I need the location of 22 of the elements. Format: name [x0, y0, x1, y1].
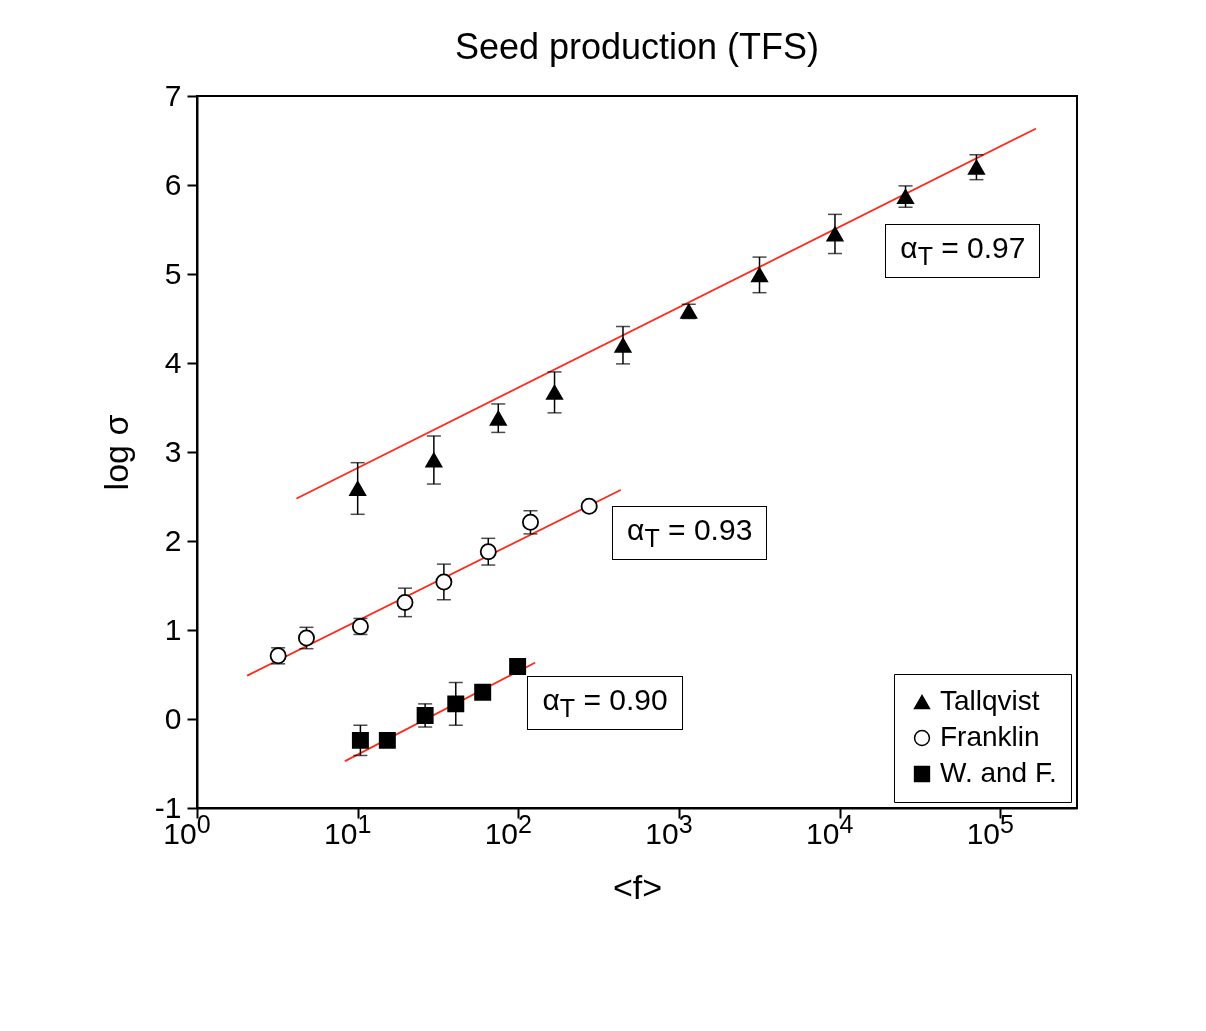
- y-tick-label: 4: [164, 345, 182, 379]
- annotation: α$_{T}$ = 0.90: [527, 675, 683, 730]
- x-tick-label: 10$^{1}$: [324, 810, 372, 851]
- legend-label: Franklin: [940, 721, 1040, 752]
- legend-label: W. and F.: [940, 757, 1057, 788]
- annotation: α$_{T}$ = 0.93: [612, 506, 768, 561]
- x-tick-label: 10$^{3}$: [645, 810, 693, 851]
- y-tick-label: 1: [164, 612, 182, 646]
- x-tick-label: 10$^{2}$: [484, 810, 532, 851]
- x-tick-label: 10$^{5}$: [966, 810, 1014, 851]
- y-tick-label: 0: [164, 701, 182, 735]
- y-tick-label: 7: [164, 78, 182, 112]
- x-axis-title: <f>: [612, 867, 663, 906]
- y-tick-label: 6: [164, 167, 182, 201]
- annotation: α$_{T}$ = 0.97: [885, 223, 1041, 278]
- y-tick-label: 5: [164, 256, 182, 290]
- legend-label: Tallqvist: [940, 685, 1040, 716]
- x-tick-label: 10$^{4}$: [806, 810, 854, 851]
- y-tick-label: 2: [164, 523, 182, 557]
- chart-title: Seed production (TFS): [454, 26, 820, 67]
- y-axis-title: log σ: [96, 414, 135, 491]
- y-tick-label: 3: [164, 434, 182, 468]
